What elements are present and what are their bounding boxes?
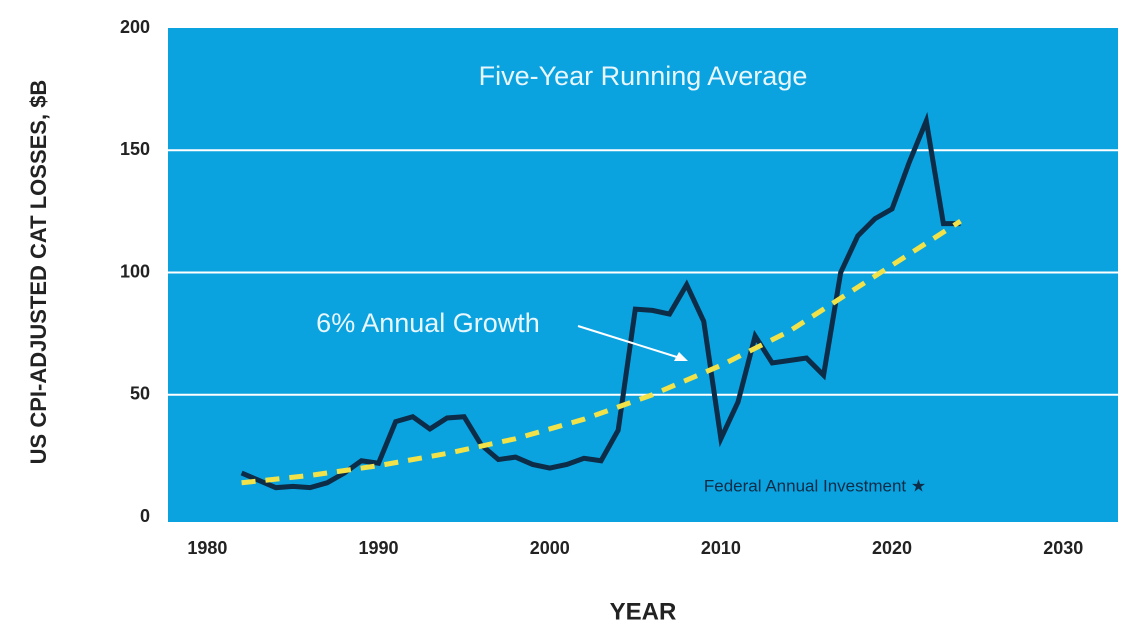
series-line [240, 111, 961, 491]
x-tick-label: 1990 [359, 538, 399, 558]
x-tick-label: 2020 [872, 538, 912, 558]
x-tick-label: 1980 [187, 538, 227, 558]
trend-label: 6% Annual Growth [316, 308, 540, 338]
series-line [241, 219, 962, 486]
y-axis-label: US CPI-ADJUSTED CAT LOSSES, $B [26, 80, 51, 465]
annotation-arrow [577, 325, 681, 359]
x-tick-label: 2030 [1043, 538, 1083, 558]
x-axis-label: YEAR [610, 598, 677, 625]
arrow-head [674, 352, 688, 361]
x-tick-label: 2010 [701, 538, 741, 558]
y-tick-label: 200 [120, 17, 150, 37]
annotation: Federal Annual Investment ★ [704, 476, 926, 495]
chart-title: Five-Year Running Average [479, 61, 808, 91]
y-tick-label: 0 [140, 506, 150, 526]
y-tick-label: 100 [120, 261, 150, 281]
y-tick-label: 150 [120, 139, 150, 159]
x-tick-label: 2000 [530, 538, 570, 558]
plot-background [168, 28, 1118, 522]
y-tick-label: 50 [130, 384, 150, 404]
